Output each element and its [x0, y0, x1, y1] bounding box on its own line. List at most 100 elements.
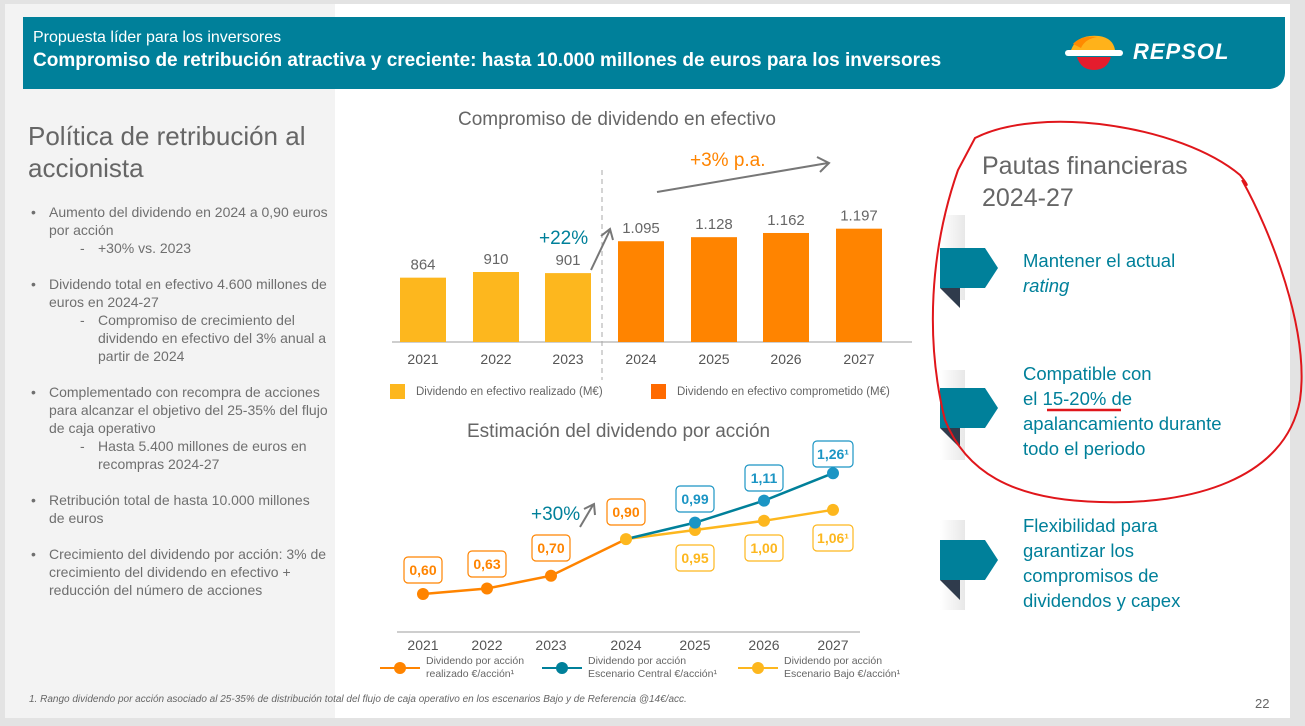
- label-realizado-2022-box: [467, 550, 507, 578]
- bullet-text: Complementado con recompra de acciones p…: [49, 384, 328, 436]
- label-realizado-2021-box: [403, 556, 443, 584]
- arrow-30-head: [583, 502, 596, 516]
- x-tick-label: 2023: [552, 351, 583, 367]
- legend-marker: [380, 661, 420, 675]
- data-point-2026: [758, 494, 770, 507]
- label-central-2025: 0,99: [681, 491, 708, 507]
- growth-annotation-22: +22%: [539, 228, 588, 249]
- bar-chart: 864 2021 910 2022 901 2023 1.095 2024 1.128 2025 1…: [392, 150, 912, 380]
- bullet-text: Crecimiento del dividendo por acción: 3%…: [49, 546, 327, 598]
- x-tick-label: 2023: [535, 637, 566, 653]
- label-central-2025-box: [675, 485, 715, 513]
- bar-value-label: 910: [483, 251, 508, 268]
- data-point-2026: [758, 514, 770, 527]
- data-point-2023: [545, 569, 557, 582]
- label-realizado-2024: 0,90: [612, 504, 639, 520]
- arrow-30-line: [579, 504, 594, 528]
- bullet-text: Dividendo total en efectivo 4.600 millon…: [49, 276, 327, 310]
- label-central-2027: 1,26¹: [817, 446, 849, 462]
- header-banner: Propuesta líder para los inversores Comp…: [23, 17, 1285, 89]
- bar-2024: [618, 241, 664, 342]
- legend-label: Dividendo por acción Escenario Central €/…: [588, 655, 717, 680]
- header-title: Compromiso de retribución atractiva y cr…: [33, 50, 942, 71]
- label-bajo-2025: 0,95: [681, 550, 708, 566]
- arrow-3pa-head: [816, 156, 831, 173]
- bullet-item: Aumento del dividendo en 2024 a 0,90 eur…: [28, 203, 328, 257]
- arrow-flag-icon: [940, 248, 998, 308]
- x-tick-label: 2022: [480, 351, 511, 367]
- label-central-2027-box: [812, 440, 854, 468]
- bar-2027: [836, 228, 882, 342]
- bar-2022: [473, 272, 519, 342]
- x-tick-label: 2024: [610, 637, 641, 653]
- logo-text: REPSOL: [1133, 39, 1230, 64]
- label-bajo-2027: 1,06¹: [817, 530, 849, 546]
- x-tick-label: 2027: [817, 637, 848, 653]
- x-tick-label: 2026: [770, 351, 801, 367]
- bullet-item: Retribución total de hasta 10.000 millon…: [28, 491, 328, 527]
- legend-label: Dividendo en efectivo comprometido (M€): [677, 385, 890, 398]
- label-bajo-2027-box: [812, 524, 854, 552]
- legend-label: Dividendo por acción Escenario Bajo €/acc…: [784, 655, 901, 680]
- guideline-text: Compatible con el 15-20% de apalancamiento…: [1023, 363, 1222, 459]
- x-tick-label: 2021: [407, 637, 438, 653]
- bar-legend-comprometido: Dividendo en efectivo comprometido (M€): [651, 384, 890, 399]
- label-realizado-2022: 0,63: [473, 556, 500, 572]
- x-tick-label: 2026: [748, 637, 779, 653]
- arrow-22-line: [590, 229, 611, 271]
- x-tick-label: 2027: [843, 351, 874, 367]
- bullet-list: Aumento del dividendo en 2024 a 0,90 eur…: [28, 203, 328, 617]
- bullet-item: Complementado con recompra de acciones p…: [28, 383, 328, 473]
- data-point-2022: [481, 582, 493, 595]
- line-legend-central: Dividendo por acción Escenario Central €/…: [542, 655, 717, 681]
- page-number: 22: [1255, 696, 1270, 711]
- line-chart: 2021 2022 2023 2024 2025 2026 2027 0,60 0,63 0,70…: [397, 440, 860, 653]
- legend-label: Dividendo en efectivo realizado (M€): [416, 385, 603, 398]
- bar-2021: [400, 277, 446, 342]
- legend-swatch: [390, 384, 405, 399]
- label-bajo-2026-box: [744, 534, 784, 562]
- bar-value-label: 1.162: [767, 212, 805, 229]
- legend-marker: [542, 661, 582, 675]
- legend-label: Dividendo por acción realizado €/acción¹: [426, 655, 525, 680]
- x-tick-label: 2021: [407, 351, 438, 367]
- series-line-1: [625, 472, 834, 541]
- right-panel-title: Pautas financieras 2024-27: [982, 152, 1188, 212]
- series-line-2: [625, 508, 834, 541]
- bar-2026: [763, 232, 809, 342]
- bar-value-label: 864: [410, 257, 435, 274]
- label-central-2026: 1,11: [751, 470, 778, 486]
- bar-value-label: 1.095: [622, 220, 660, 237]
- guideline-text: Mantener el actual rating: [1023, 250, 1176, 296]
- data-point-2021: [417, 588, 429, 600]
- label-realizado-2021: 0,60: [409, 562, 436, 578]
- label-realizado-2023-box: [531, 534, 571, 562]
- repsol-logo: REPSOL: [1063, 32, 1263, 74]
- series-line-0: [422, 537, 627, 596]
- sub-bullet-text: +30% vs. 2023: [49, 239, 328, 257]
- arrow-flag-icon: [940, 540, 998, 600]
- sub-bullet-text: Compromiso de crecimiento del dividendo …: [49, 311, 328, 365]
- guideline-text: Flexibilidad para garantizar los compromis…: [1023, 515, 1181, 611]
- label-realizado-2023: 0,70: [537, 540, 564, 556]
- x-tick-label: 2025: [679, 637, 710, 653]
- x-tick-label: 2025: [698, 351, 729, 367]
- growth-annotation-30: +30%: [531, 504, 580, 525]
- line-legend-realizado: Dividendo por acción realizado €/acción¹: [380, 655, 524, 681]
- bar-2025: [691, 237, 737, 342]
- line-legend-bajo: Dividendo por acción Escenario Bajo €/acc…: [738, 655, 900, 681]
- data-point-2027: [827, 503, 839, 516]
- bar-value-label: 901: [555, 252, 580, 269]
- label-bajo-2025-box: [675, 544, 715, 572]
- x-tick-label: 2022: [471, 637, 502, 653]
- header-subtitle: Propuesta líder para los inversores: [33, 29, 282, 46]
- growth-annotation-3pa: +3% p.a.: [690, 150, 766, 171]
- bar-2023: [545, 273, 591, 342]
- repsol-logo-icon: [1065, 35, 1123, 70]
- legend-marker: [738, 661, 778, 675]
- line-chart-title: Estimación del dividendo por acción: [467, 421, 771, 442]
- bullet-text: Aumento del dividendo en 2024 a 0,90 eur…: [49, 204, 328, 238]
- arrow-flag-icon: [940, 388, 998, 448]
- bar-chart-title: Compromiso de dividendo en efectivo: [458, 109, 776, 130]
- x-tick-label: 2024: [625, 351, 656, 367]
